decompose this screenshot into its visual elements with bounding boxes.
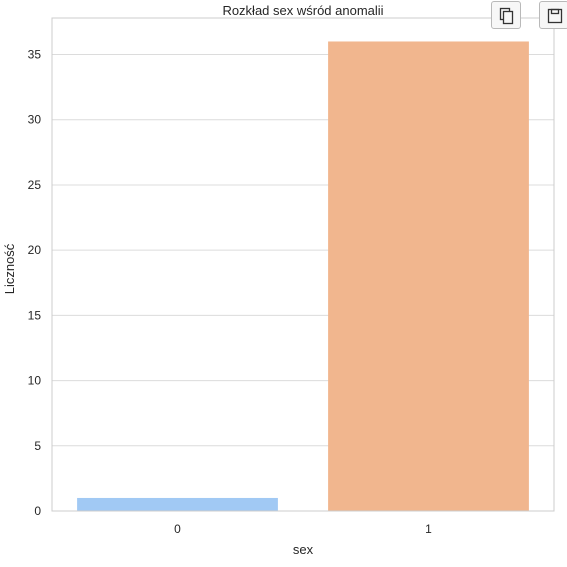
bars [77,41,529,511]
y-tick-label: 20 [28,243,42,257]
x-tick-label: 0 [174,522,181,536]
y-tick-label: 35 [28,48,42,62]
y-tick-label: 5 [34,439,41,453]
y-tick-labels: 0 5 10 15 20 25 30 35 [28,48,42,518]
y-tick-label: 15 [28,308,42,322]
copy-button[interactable] [491,1,521,29]
chart-title: Rozkład sex wśród anomalii [222,3,383,18]
copy-icon [499,7,514,25]
save-icon [547,8,563,24]
bar-1 [328,41,529,511]
save-button[interactable] [539,1,567,29]
x-tick-label: 1 [425,522,432,536]
bar-0 [77,497,278,511]
y-tick-label: 25 [28,178,42,192]
y-tick-label: 30 [28,113,42,127]
x-axis-label: sex [293,542,314,557]
y-axis-label: Liczność [2,243,17,294]
plot-frame [51,17,555,512]
y-tick-label: 10 [28,374,42,388]
y-tick-label: 0 [34,504,41,518]
